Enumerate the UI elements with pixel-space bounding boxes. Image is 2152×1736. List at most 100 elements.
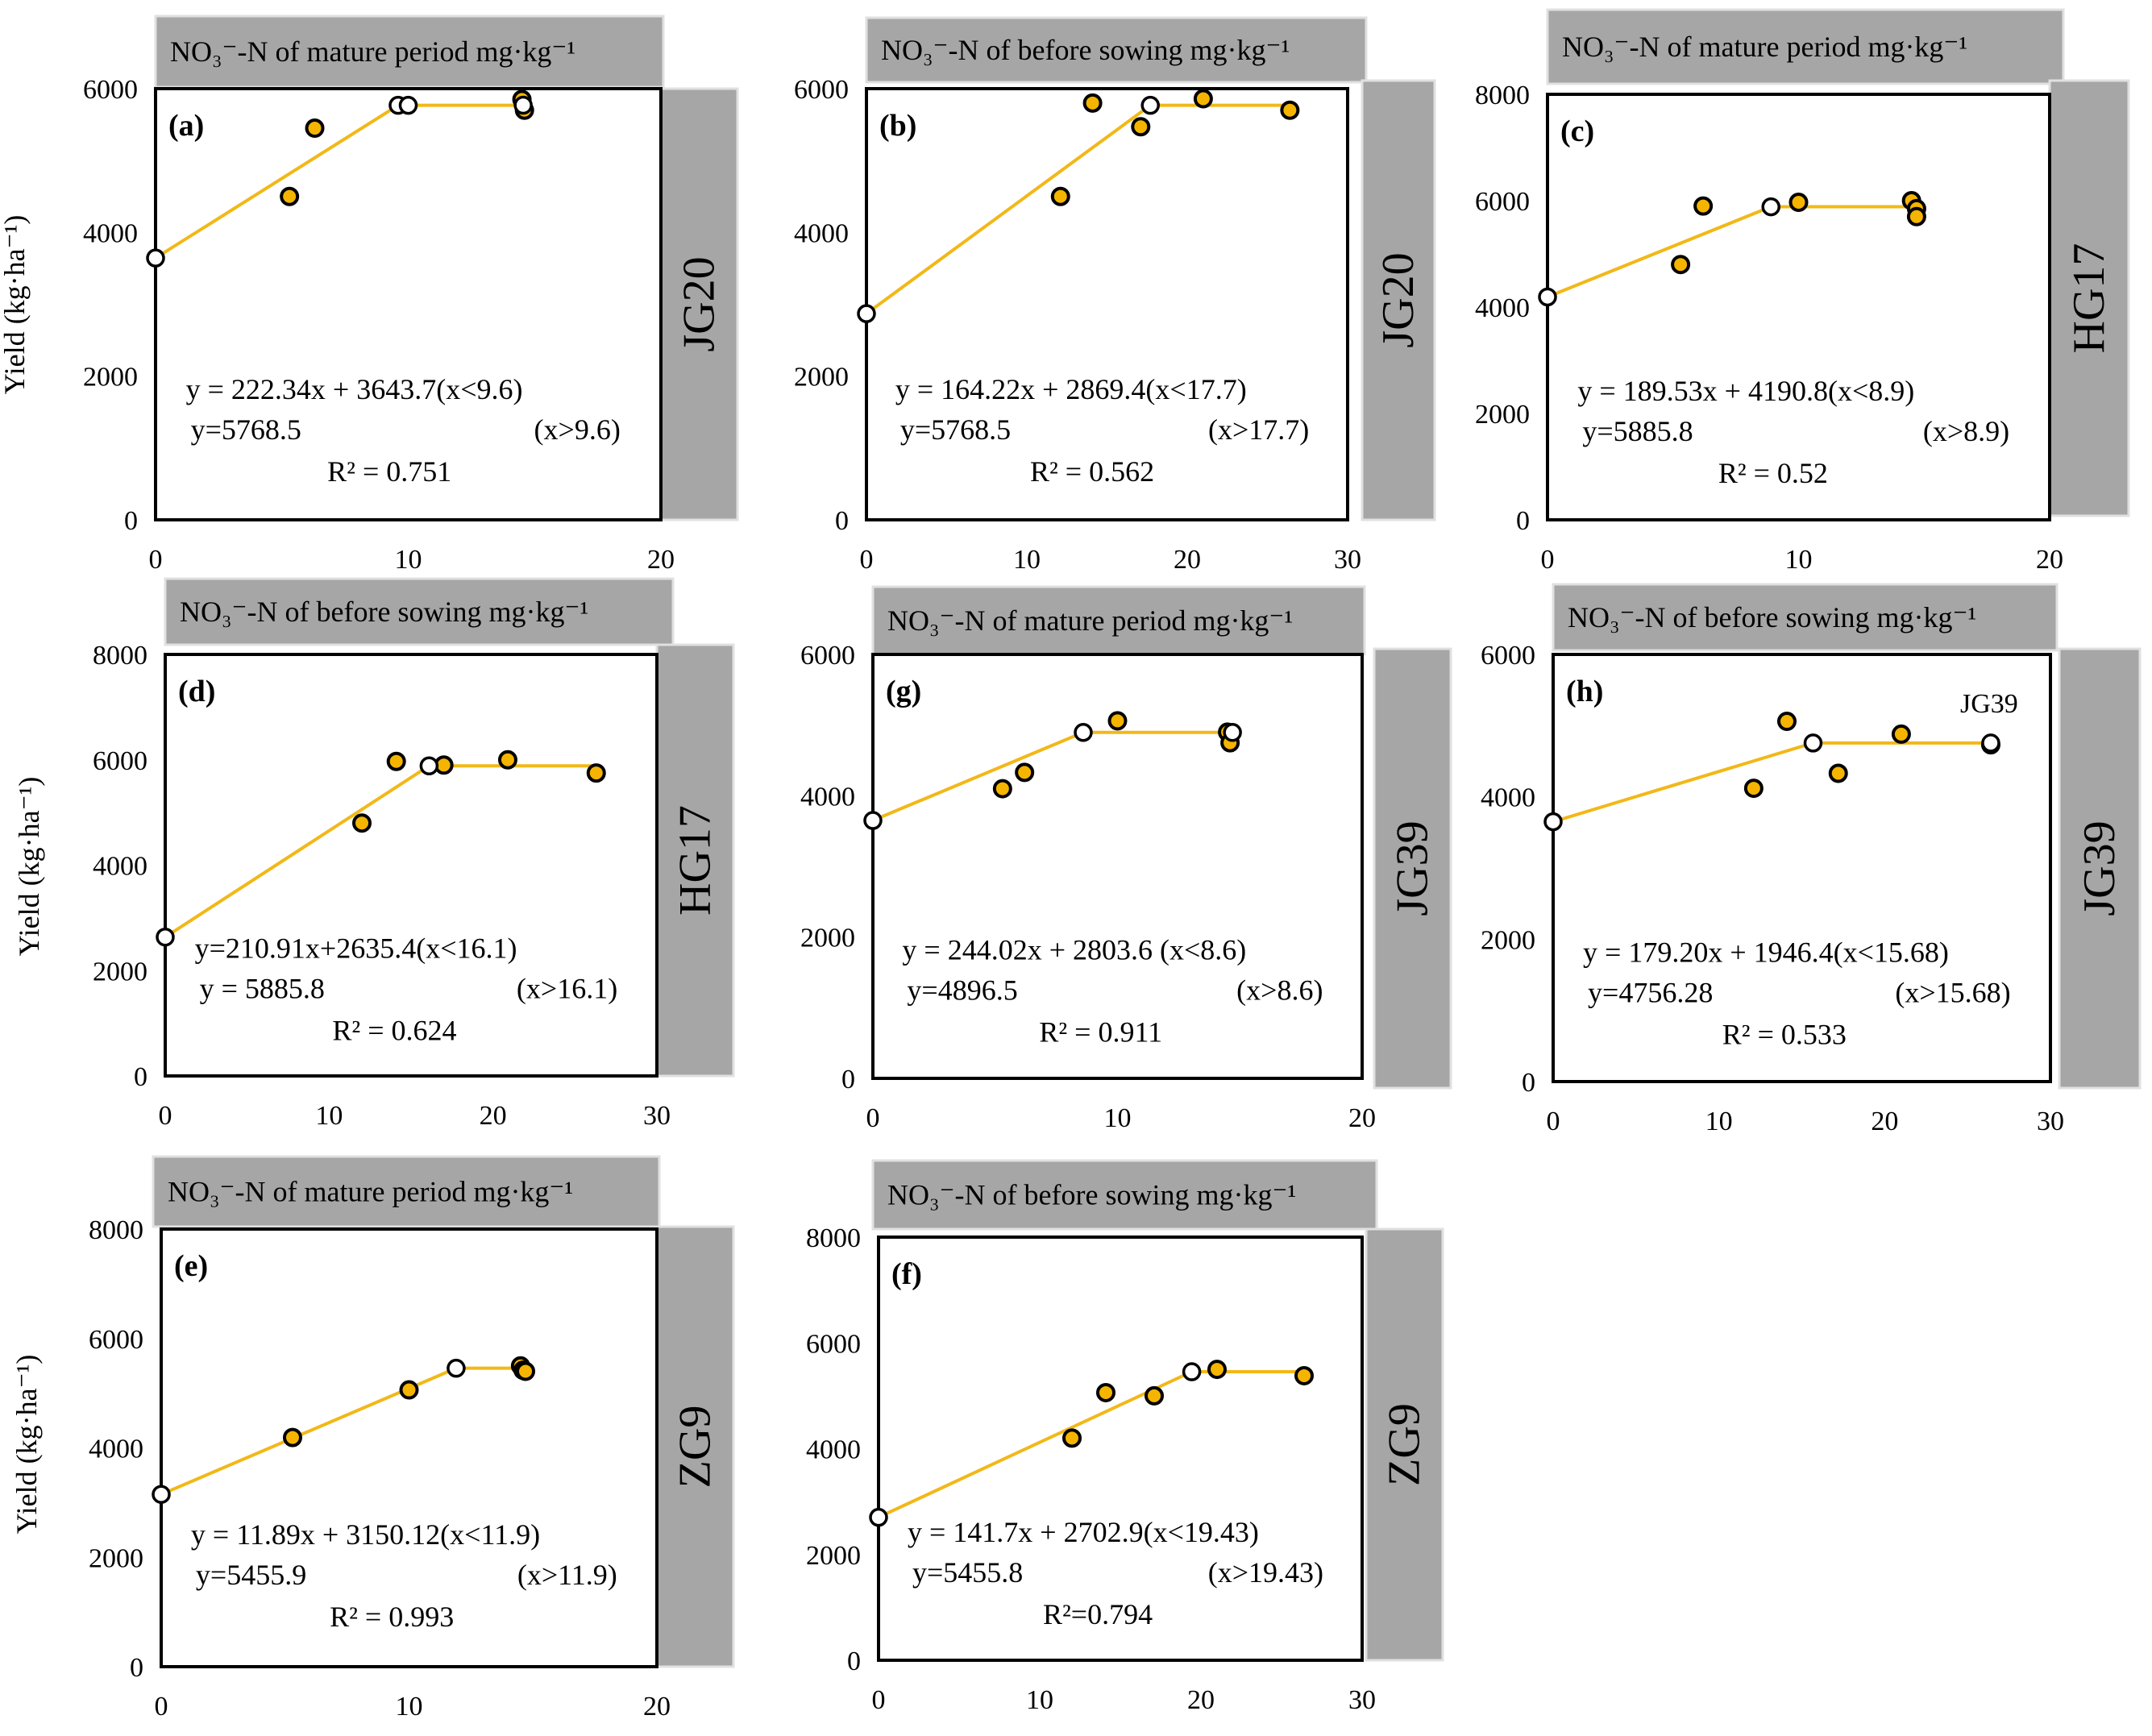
x-tick-label: 10 — [1785, 545, 1813, 575]
breakpoint-marker — [857, 304, 876, 323]
data-point — [1294, 1365, 1314, 1385]
panel-label: (c) — [1560, 114, 1594, 148]
r-squared: R² = 0.751 — [327, 455, 451, 488]
y-tick-label: 2000 — [89, 1543, 143, 1573]
panel-header — [152, 1155, 661, 1228]
equation-line-1: y = 244.02x + 2803.6 (x<8.6) — [902, 934, 1246, 966]
cultivar-box — [2048, 79, 2130, 517]
equation-line-1: y = 222.34x + 3643.7(x<9.6) — [186, 373, 523, 405]
data-point — [1015, 762, 1035, 783]
data-point — [1671, 255, 1691, 275]
panel-b: NO₃⁻-N of before sowing mg·kg⁻¹ JG20 0 2000… — [794, 16, 1436, 575]
panel-f: NO₃⁻-N of before sowing mg·kg⁻¹ ZG9 0 2000 4… — [806, 1159, 1444, 1715]
equation-condition: (x>8.6) — [1236, 974, 1323, 1007]
plot-area — [164, 653, 658, 1078]
cultivar-label: JG20 — [675, 256, 725, 351]
y-tick-label: 4000 — [83, 218, 138, 248]
breakpoint-marker — [398, 95, 418, 115]
breakpoint-marker — [152, 1485, 171, 1504]
data-point — [1788, 192, 1809, 212]
x-tick-label: 20 — [2036, 545, 2063, 575]
r-squared: R² = 0.624 — [332, 1015, 456, 1047]
equation-condition: (x>11.9) — [517, 1559, 617, 1591]
data-point — [305, 118, 325, 139]
data-point — [1107, 711, 1128, 731]
y-tick-label: 4000 — [794, 218, 849, 248]
breakpoint-marker — [869, 1507, 888, 1527]
plot-area — [1546, 93, 2051, 521]
data-point — [1096, 1382, 1115, 1402]
x-tick-label: 0 — [860, 545, 874, 575]
y-axis-label: Yield (kg·ha⁻¹) — [10, 1355, 43, 1535]
breakpoint-marker — [419, 756, 439, 776]
equation-condition: (x>9.6) — [534, 413, 621, 446]
breakpoint-marker — [863, 811, 883, 830]
data-point — [1906, 206, 1926, 226]
equation-line-2: y=5768.5 — [191, 413, 301, 446]
breakpoint-marker — [1803, 733, 1823, 753]
x-tick-label: 10 — [1705, 1107, 1733, 1136]
data-point — [282, 1427, 302, 1447]
breakpoint-marker — [1981, 733, 2000, 753]
plot-area — [160, 1227, 658, 1668]
cultivar-label: ZG9 — [671, 1406, 721, 1489]
cultivar-label: JG20 — [1373, 252, 1423, 347]
data-point — [1828, 763, 1848, 783]
breakpoint-marker — [447, 1358, 466, 1378]
x-tick-label: 10 — [1104, 1103, 1132, 1133]
panel-header — [871, 585, 1366, 656]
y-tick-label: 2000 — [1481, 925, 1535, 955]
y-axis-label: Yield (kg·ha⁻¹) — [0, 215, 31, 395]
data-point — [586, 763, 606, 783]
y-tick-label: 6000 — [1475, 187, 1530, 217]
plot-area — [1552, 653, 2052, 1083]
panel-c: NO₃⁻-N of mature period mg·kg⁻¹ HG17 0 2000… — [1475, 8, 2130, 575]
y-tick-label: 0 — [841, 1065, 855, 1094]
breakpoint-marker — [1543, 812, 1563, 832]
breakpoint-marker — [1074, 723, 1093, 742]
breakpoint-marker — [156, 927, 175, 947]
y-tick-label: 0 — [835, 506, 849, 536]
equation-condition: (x>16.1) — [517, 973, 617, 1005]
panel-title: NO₃⁻-N of mature period mg·kg⁻¹ — [168, 1176, 573, 1208]
y-tick-label: 2000 — [806, 1541, 861, 1571]
x-tick-label: 0 — [872, 1685, 886, 1715]
breakpoint-marker — [1761, 197, 1780, 217]
data-point — [1280, 100, 1300, 120]
y-tick-label: 4000 — [806, 1435, 861, 1465]
x-tick-label: 30 — [1348, 1685, 1376, 1715]
equation-condition: (x>17.7) — [1208, 413, 1309, 446]
equation-line-2: y=5885.8 — [1582, 415, 1693, 447]
panel-label: (e) — [174, 1249, 208, 1283]
y-tick-label: 2000 — [1475, 400, 1530, 430]
y-tick-label: 8000 — [93, 641, 147, 671]
equation-line-1: y = 179.20x + 1946.4(x<15.68) — [1583, 937, 1949, 969]
data-point — [516, 1361, 536, 1381]
cultivar-label: ZG9 — [1380, 1403, 1430, 1486]
equation-line-2: y=4896.5 — [907, 974, 1017, 1007]
x-tick-label: 0 — [866, 1103, 880, 1133]
cultivar-label: JG39 — [2075, 820, 2125, 916]
y-tick-label: 2000 — [800, 924, 855, 953]
panel-title: NO₃⁻-N of mature period mg·kg⁻¹ — [170, 35, 575, 68]
panel-label: (d) — [178, 675, 215, 708]
data-point — [1693, 196, 1714, 216]
y-tick-label: 6000 — [89, 1325, 143, 1355]
panel-title: NO₃⁻-N of mature period mg·kg⁻¹ — [1562, 31, 1967, 63]
cultivar-label: HG17 — [2064, 243, 2114, 354]
data-point — [1207, 1360, 1227, 1380]
data-point — [1193, 89, 1213, 109]
equation-line-1: y = 164.22x + 2869.4(x<17.7) — [895, 373, 1247, 405]
x-tick-label: 0 — [159, 1101, 172, 1131]
panel-title: NO₃⁻-N of before sowing mg·kg⁻¹ — [881, 34, 1290, 66]
panel-header — [154, 15, 665, 89]
plot-area — [877, 1236, 1364, 1662]
plot-area — [154, 87, 663, 521]
equation-line-2: y=5768.5 — [900, 413, 1011, 446]
x-tick-label: 10 — [315, 1101, 343, 1131]
y-tick-label: 4000 — [1481, 783, 1535, 813]
equation-line-1: y=210.91x+2635.4(x<16.1) — [195, 932, 517, 965]
panel-header — [1552, 583, 2059, 652]
breakpoint-marker — [146, 248, 165, 268]
y-tick-label: 8000 — [89, 1215, 143, 1245]
